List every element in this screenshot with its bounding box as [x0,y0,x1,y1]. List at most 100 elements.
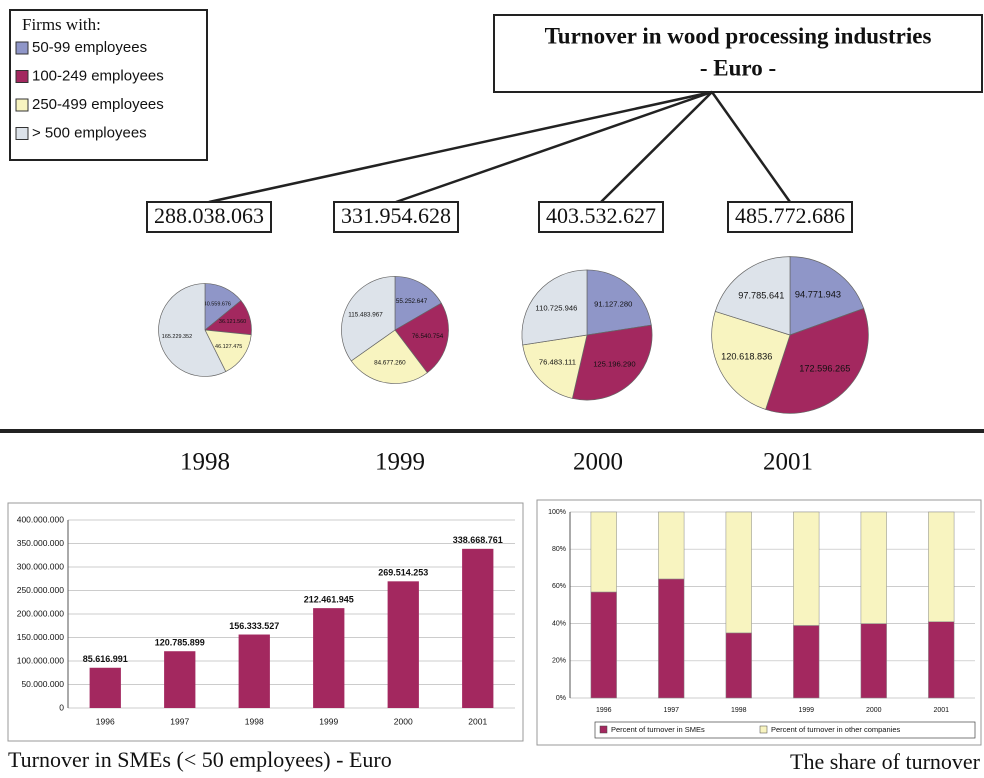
pie-slice [522,334,588,399]
connector [395,90,713,204]
pie-slice [789,256,865,336]
year-label: 2000 [573,449,623,476]
bar-segment [928,511,955,622]
bar [164,651,196,708]
y-tick-label: 250.000.000 [17,585,65,595]
slice-label: 76.483.111 [539,357,576,366]
y-tick-label: 100% [548,509,566,516]
legend-label: > 500 employees [32,124,147,141]
pie-slice [158,283,227,377]
total-box [146,201,272,233]
y-tick-label: 80% [552,546,566,553]
y-tick-label: 150.000.000 [17,632,65,642]
total-label: 331.954.628 [341,203,451,228]
legend-swatch [759,725,768,734]
slice-label: 40.559.676 [204,301,231,307]
title-box [493,14,983,93]
slice-label: 55.252.647 [396,298,428,305]
subtitle: - Euro - [700,55,776,80]
year-label: 1999 [375,449,425,476]
value-label: 156.333.527 [229,621,279,631]
slice-label: 125.196.290 [593,360,636,369]
bar-segment [658,578,685,699]
slice-label: 115.483.967 [348,311,383,318]
value-label: 338.668.761 [453,535,503,545]
bar [462,548,494,708]
total-label: 288.038.063 [154,203,264,228]
pie-slice [350,329,428,384]
y-tick-label: 0 [59,702,64,712]
connector [710,91,792,203]
x-tick-label: 2001 [933,707,949,714]
slice-label: 46.127.475 [215,344,242,350]
bar-segment [725,632,752,699]
legend-swatch [15,127,29,140]
slice-label: 94.771.943 [795,290,841,300]
slice-label: 36.121.560 [219,319,246,325]
x-tick-label: 2001 [468,716,487,726]
value-label: 85.616.991 [83,654,128,664]
x-tick-label: 1996 [96,716,115,726]
total-label: 403.532.627 [546,203,656,228]
y-tick-label: 50.000.000 [21,679,64,689]
pie-slice [765,308,869,414]
x-tick-label: 1999 [798,707,814,714]
bar-segment [928,621,955,699]
connector [600,91,713,203]
pie-slice [521,269,588,346]
chart-title: The share of turnover [790,749,981,774]
legend-label: 250-499 employees [32,96,164,113]
y-tick-label: 350.000.000 [17,538,65,548]
pie-slice [586,269,652,336]
legend-swatch [15,70,29,83]
pie-slice [571,324,653,401]
slice-label: 97.785.641 [738,290,784,300]
y-tick-label: 20% [552,658,566,665]
legend-label: Percent of turnover in other companies [771,725,900,734]
y-tick-label: 0% [556,695,566,702]
y-tick-label: 100.000.000 [17,655,65,665]
chart-title: Turnover in SMEs (< 50 employees) - Euro [8,747,392,772]
year-label: 2001 [763,449,813,476]
total-box [538,201,664,233]
bar [89,667,121,708]
legend-label: 50-99 employees [32,39,147,56]
x-tick-label: 1999 [319,716,338,726]
pie-slice [394,276,442,331]
x-tick-label: 1998 [731,707,747,714]
bar-segment [658,511,685,580]
legend-box [9,9,208,161]
legend-swatch [15,98,29,112]
bar [238,634,270,708]
y-tick-label: 300.000.000 [17,561,65,571]
slice-label: 172.596.265 [799,363,850,373]
legend-box [594,721,976,739]
x-tick-label: 1997 [170,716,189,726]
legend-label: 100-249 employees [32,67,164,84]
bar-segment [590,511,617,593]
title: Turnover in wood processing industries [545,23,932,48]
pie-slice [714,256,791,336]
legend-label: Percent of turnover in SMEs [611,725,705,734]
total-box [333,201,459,233]
legend-title: Firms with: [22,15,101,34]
bar-segment [860,623,887,699]
y-tick-label: 200.000.000 [17,608,65,618]
y-tick-label: 400.000.000 [17,514,65,524]
pie-slice [341,276,396,362]
bar-segment [793,511,820,626]
slice-label: 165.229.352 [162,334,192,340]
slice-label: 110.725.946 [535,304,577,313]
bar-segment [590,591,617,699]
value-label: 120.785.899 [155,638,205,648]
total-label: 485.772.686 [735,203,845,228]
bar-segment [725,511,752,634]
legend-swatch [15,41,29,55]
pie-slice [711,310,791,410]
total-box [727,201,853,233]
x-tick-label: 2000 [866,707,882,714]
slice-label: 76.540.754 [412,333,444,340]
legend-swatch [599,725,608,734]
year-label: 1998 [180,449,230,476]
